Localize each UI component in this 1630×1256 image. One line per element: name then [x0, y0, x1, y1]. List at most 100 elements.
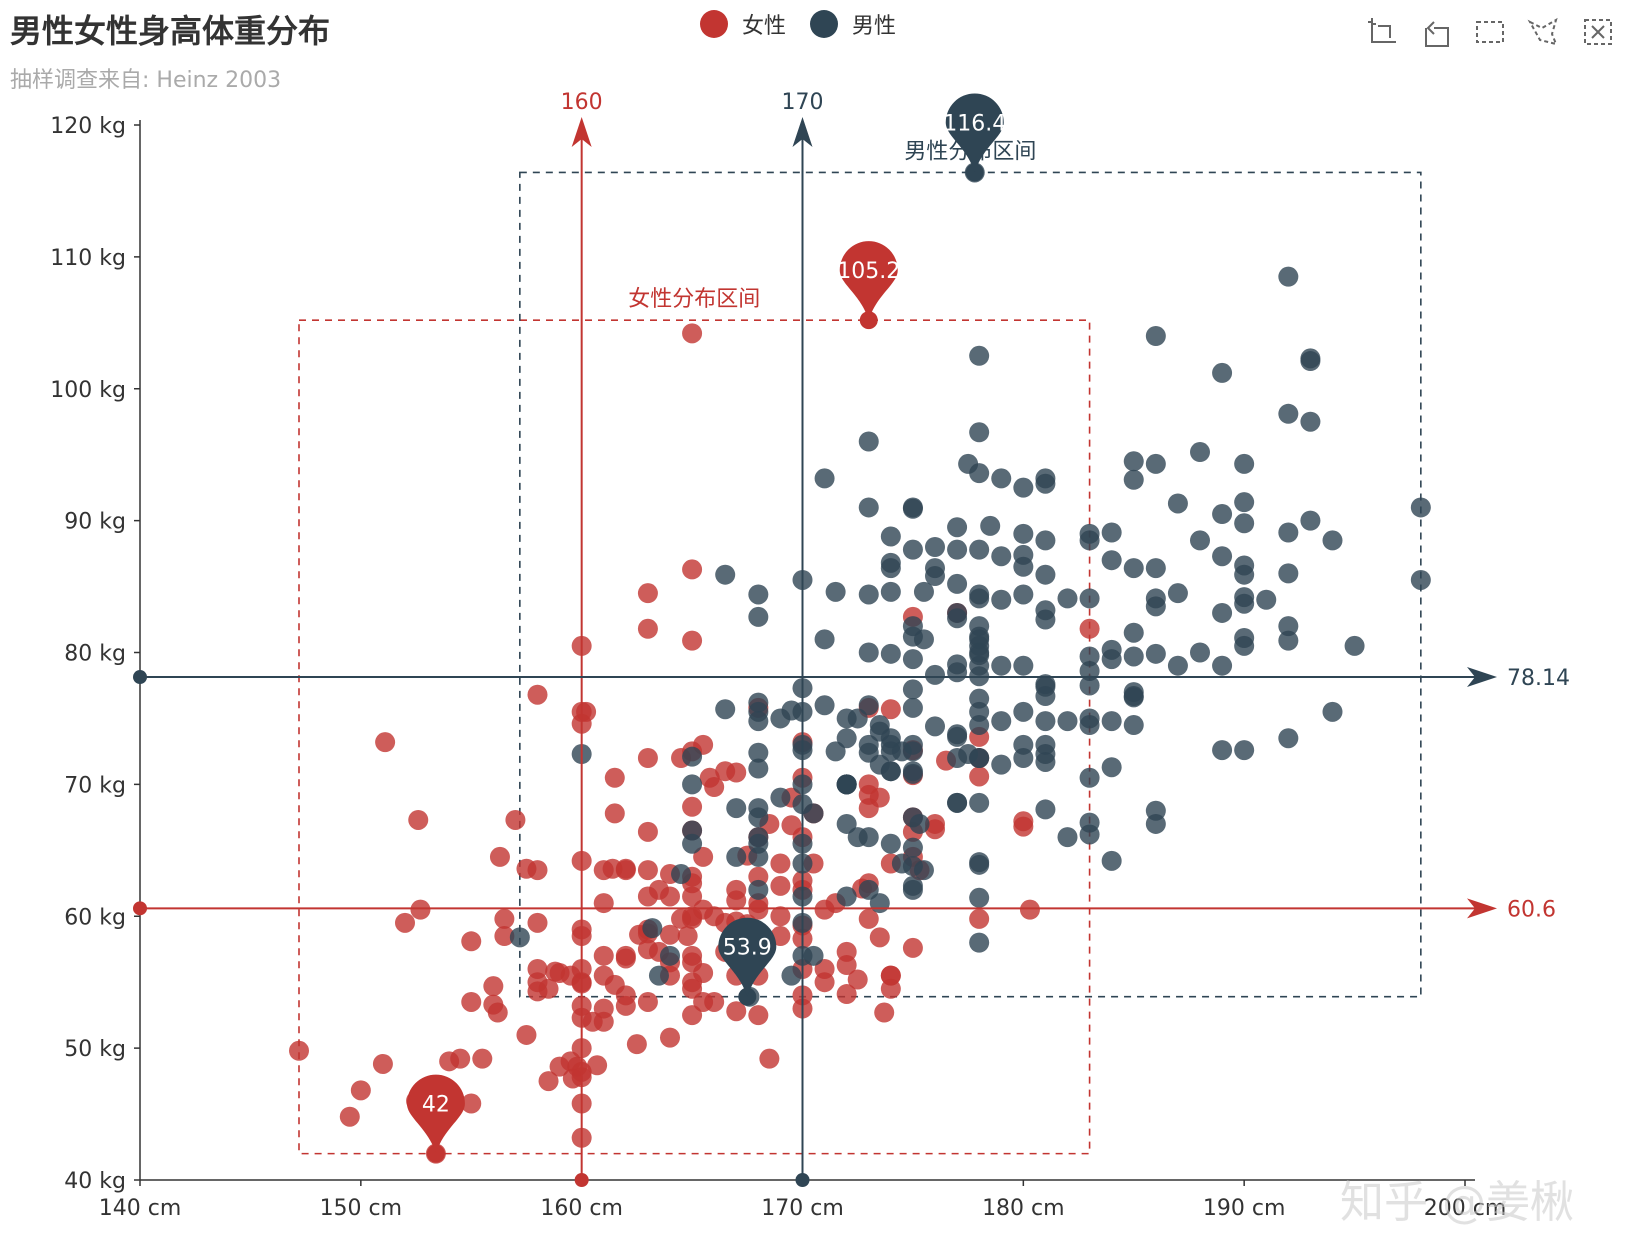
data-point [494, 926, 515, 947]
data-point [836, 941, 857, 962]
data-point [593, 1011, 614, 1032]
data-point [1278, 728, 1299, 749]
data-point [969, 422, 990, 443]
data-point [836, 886, 857, 907]
data-point [969, 792, 990, 813]
data-point [350, 1080, 371, 1101]
data-point [947, 726, 968, 747]
data-point [880, 833, 901, 854]
y-tick-label: 70 kg [64, 773, 126, 798]
data-point [1212, 602, 1233, 623]
data-point [814, 468, 835, 489]
polygon-select-icon[interactable] [1526, 14, 1562, 50]
data-point [587, 1055, 608, 1076]
data-point [836, 813, 857, 834]
data-point [726, 1001, 747, 1022]
data-point [969, 345, 990, 366]
data-point [858, 695, 879, 716]
data-point [1300, 411, 1321, 432]
data-point [947, 662, 968, 683]
data-point [1212, 546, 1233, 567]
data-point [880, 978, 901, 999]
data-point [1300, 351, 1321, 372]
data-point [803, 945, 824, 966]
data-point [693, 846, 714, 867]
data-point [516, 1024, 537, 1045]
data-point [472, 1048, 493, 1069]
data-point [1234, 593, 1255, 614]
chart-title: 男性女性身高体重分布 [10, 12, 331, 50]
data-point [527, 912, 548, 933]
data-point [682, 796, 703, 817]
x-tick-label: 180 cm [982, 1196, 1065, 1221]
data-point [869, 893, 890, 914]
data-point [1410, 569, 1431, 590]
data-point [858, 431, 879, 452]
data-point [1079, 767, 1100, 788]
data-point [1234, 513, 1255, 534]
data-point [1101, 550, 1122, 571]
data-point [902, 539, 923, 560]
data-point [527, 860, 548, 881]
data-point [759, 1048, 780, 1069]
data-point [682, 833, 703, 854]
legend-item-female[interactable]: 女性 [700, 8, 786, 40]
clear-select-icon[interactable] [1580, 14, 1616, 50]
data-point [1212, 504, 1233, 525]
data-point [925, 566, 945, 587]
data-point [969, 852, 990, 873]
data-point [947, 539, 968, 560]
data-point [1278, 403, 1299, 424]
y-tick-label: 110 kg [50, 246, 126, 271]
data-point [1057, 711, 1078, 732]
zoom-reset-icon[interactable] [1418, 14, 1454, 50]
data-point [715, 564, 736, 585]
x-tick-label: 140 cm [99, 1196, 182, 1221]
data-point [748, 606, 769, 627]
data-point [1013, 655, 1034, 676]
data-point [339, 1106, 360, 1127]
data-point [1101, 757, 1122, 778]
data-point [1079, 812, 1100, 833]
data-point [1013, 701, 1034, 722]
data-point [814, 695, 835, 716]
data-point [1278, 522, 1299, 543]
data-point [1410, 497, 1431, 518]
data-point [593, 945, 614, 966]
legend: 女性 男性 [700, 8, 920, 40]
series-male [509, 162, 1431, 1007]
data-point [1079, 588, 1100, 609]
data-point [660, 945, 680, 966]
legend-dot-female [700, 10, 728, 38]
data-point [1013, 584, 1034, 605]
data-point [682, 630, 703, 651]
data-point [626, 1034, 647, 1055]
data-point [836, 728, 857, 749]
mark-line-0-1-arrow [571, 117, 592, 147]
data-point [1123, 558, 1144, 579]
data-point [682, 886, 703, 907]
data-point [483, 976, 504, 997]
data-point [748, 807, 769, 828]
data-point [726, 798, 747, 819]
data-point [909, 813, 930, 834]
data-point [375, 732, 396, 753]
legend-item-male[interactable]: 男性 [810, 8, 896, 40]
data-point [604, 767, 625, 788]
data-point [1123, 469, 1144, 490]
data-point [637, 618, 658, 639]
data-point [748, 879, 769, 900]
data-point [1145, 558, 1166, 579]
data-point [1344, 635, 1365, 656]
data-point [1035, 530, 1056, 551]
rect-select-icon[interactable] [1472, 14, 1508, 50]
mark-point-pin [718, 917, 777, 997]
data-point [925, 537, 945, 557]
data-point [1123, 622, 1144, 643]
zoom-icon[interactable] [1364, 14, 1400, 50]
data-point [637, 748, 658, 768]
data-point [836, 984, 857, 1005]
mark-line-1-0-arrow [1467, 667, 1497, 688]
data-point [527, 684, 548, 705]
data-point [880, 558, 901, 579]
